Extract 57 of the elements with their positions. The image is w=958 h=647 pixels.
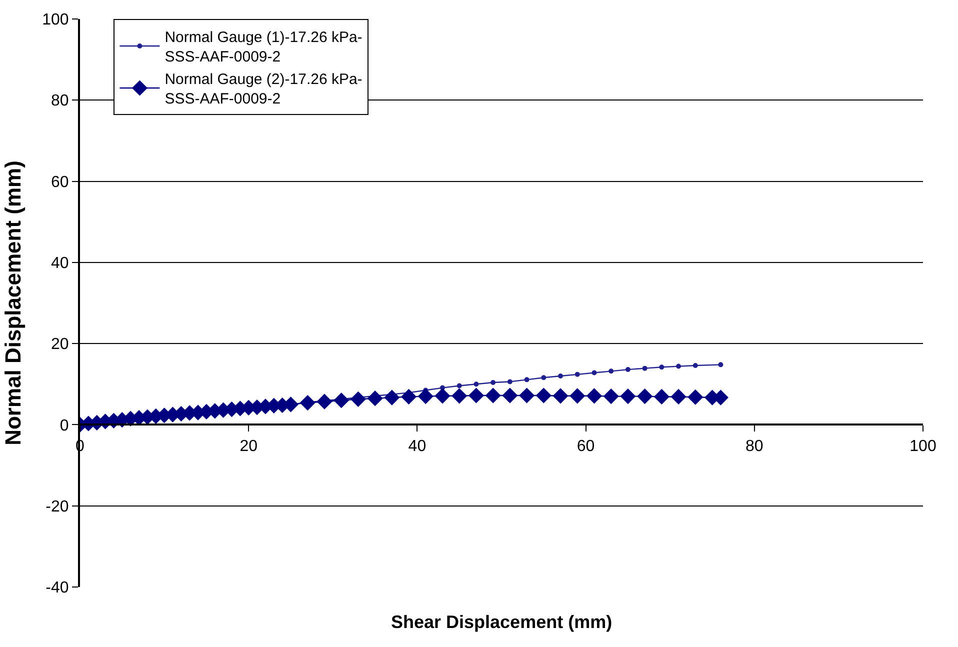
y-tick-label: -40: [46, 580, 69, 597]
point: [316, 394, 332, 410]
point: [490, 380, 496, 386]
point: [541, 375, 546, 380]
y-axis-title: Normal Displacement (mm): [0, 160, 26, 446]
y-tick-label: 60: [51, 174, 69, 191]
point: [434, 388, 450, 404]
y-tick-label: 0: [60, 417, 69, 434]
y-tick-label: -20: [46, 498, 69, 516]
point: [637, 388, 653, 404]
point: [642, 366, 648, 371]
x-tick-label: 40: [408, 438, 426, 455]
point: [603, 388, 619, 404]
point: [334, 392, 350, 408]
point: [524, 377, 530, 382]
point: [570, 388, 586, 404]
point: [670, 388, 686, 405]
point: [418, 388, 434, 404]
y-tick-label: 20: [51, 336, 69, 354]
point: [659, 364, 664, 370]
x-tick-label: 80: [746, 438, 764, 455]
point: [300, 395, 316, 411]
y-tick-label: 40: [51, 255, 69, 272]
point: [592, 370, 597, 376]
point: [485, 388, 501, 404]
point: [507, 379, 512, 384]
point: [718, 362, 724, 368]
point: [654, 388, 670, 405]
point: [692, 362, 698, 368]
point: [620, 388, 636, 404]
y-tick-label: 100: [42, 12, 69, 29]
point: [367, 390, 383, 406]
legend-label: Normal Gauge (1)-17.26 kPa-SSS-AAF-0009-2: [164, 29, 362, 66]
point: [608, 368, 614, 374]
point: [350, 391, 366, 407]
point: [574, 372, 580, 377]
point: [502, 388, 518, 404]
y-tick-label: 80: [51, 92, 69, 110]
x-axis-title: Shear Displacement (mm): [391, 612, 612, 632]
x-tick-label: 100: [910, 438, 936, 455]
point: [456, 383, 462, 388]
point: [536, 388, 552, 404]
legend-label: Normal Gauge (2)-17.26 kPa-SSS-AAF-0009-2: [164, 71, 362, 108]
point: [688, 389, 704, 405]
point: [384, 390, 400, 406]
point: [586, 388, 602, 404]
point: [474, 382, 479, 387]
x-tick-label: 20: [240, 438, 258, 455]
point: [625, 367, 630, 372]
point: [452, 388, 468, 404]
point: [558, 374, 564, 379]
point: [400, 388, 417, 405]
point: [518, 388, 535, 404]
x-tick-label: 60: [576, 438, 595, 455]
point: [552, 388, 568, 404]
point: [676, 364, 682, 369]
point: [468, 388, 484, 404]
